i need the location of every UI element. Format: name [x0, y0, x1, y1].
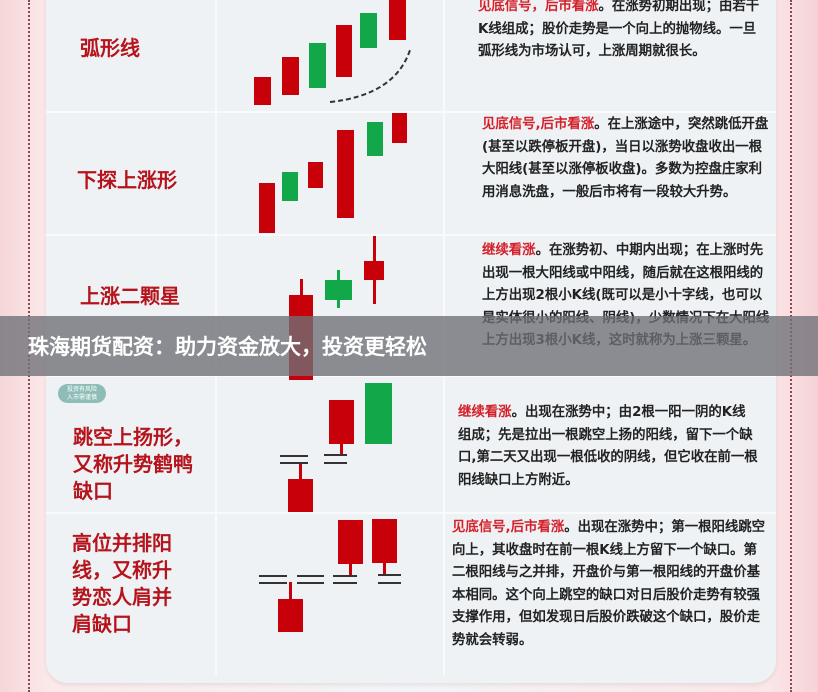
pattern-title-gap-up: 跳空上扬形，又称升势鹤鸭缺口 — [73, 425, 193, 503]
bullish-candle — [329, 400, 354, 444]
gap-level-line — [333, 582, 357, 584]
row-divider — [46, 234, 776, 236]
banner-text: 珠海期货配资：助力资金放大，投资更轻松 — [28, 335, 427, 359]
risk-warning-badge: 投资有风险 入市需谨慎 — [58, 384, 106, 403]
pattern-title-side-by-side: 高位并排阳线，又称升势恋人肩并肩缺口 — [72, 531, 172, 636]
gap-level-line — [378, 574, 401, 576]
gap-level-line — [297, 582, 324, 584]
overlay-banner: 珠海期货配资：助力资金放大，投资更轻松 — [0, 316, 818, 376]
pattern-desc-gap-up: 继续看涨。出现在涨势中；由2根一阳一阴的K线组成；先是拉出一根跳空上扬的阳线，留… — [458, 405, 758, 488]
gap-level-line — [259, 575, 287, 577]
row-divider — [46, 111, 776, 113]
gap-level-line — [324, 454, 347, 456]
candle-wick — [300, 279, 303, 295]
bullish-candle — [259, 183, 275, 233]
bullish-candle — [338, 520, 363, 564]
bearish-candle — [282, 172, 298, 201]
pattern-title-dip-rise: 下探上涨形 — [77, 168, 177, 192]
pattern-title-two-stars: 上涨二颗星 — [80, 284, 180, 308]
gap-level-line — [280, 462, 308, 464]
row-divider — [46, 375, 776, 377]
bearish-candle — [365, 383, 392, 444]
candle-wick — [383, 563, 386, 575]
bullish-candle — [288, 479, 313, 512]
gap-level-line — [280, 455, 308, 457]
gap-level-line — [297, 575, 324, 577]
bullish-candle — [337, 130, 354, 218]
candle-wick — [340, 444, 343, 455]
pattern-desc-arc: 见底信号，后市看涨。在涨势初期出现；由若干K线组成；股价走势是一个向上的抛物线。… — [478, 0, 760, 59]
pattern-desc-dip-rise: 见底信号,后市看涨。在上涨途中，突然跳低开盘(甚至以跌停板开盘)，当日以涨势收盘… — [482, 117, 769, 200]
bullish-candle — [282, 57, 299, 95]
bullish-candle — [308, 162, 323, 188]
bullish-candle — [278, 599, 303, 632]
pattern-desc-side-by-side: 见底信号,后市看涨。出现在涨势中；第一根阳线跳空向上，其收盘时在前一根K线上方留… — [452, 520, 766, 648]
bullish-candle — [389, 0, 406, 40]
row-divider — [46, 512, 776, 514]
bullish-candle — [392, 113, 407, 143]
bearish-candle — [360, 13, 377, 48]
bearish-candle — [325, 280, 352, 300]
bearish-candle — [309, 43, 326, 88]
bearish-candle — [367, 122, 383, 156]
bullish-candle — [254, 77, 271, 105]
bullish-candle — [372, 519, 397, 563]
pattern-title-arc: 弧形线 — [80, 36, 140, 60]
gap-level-line — [324, 462, 347, 464]
candle-wick — [289, 582, 292, 599]
gap-level-line — [333, 575, 357, 577]
candle-wick — [349, 564, 352, 575]
bullish-candle — [336, 25, 352, 77]
candle-wick — [299, 462, 302, 479]
gap-level-line — [259, 582, 287, 584]
gap-level-line — [378, 582, 401, 584]
bullish-candle — [364, 261, 384, 280]
